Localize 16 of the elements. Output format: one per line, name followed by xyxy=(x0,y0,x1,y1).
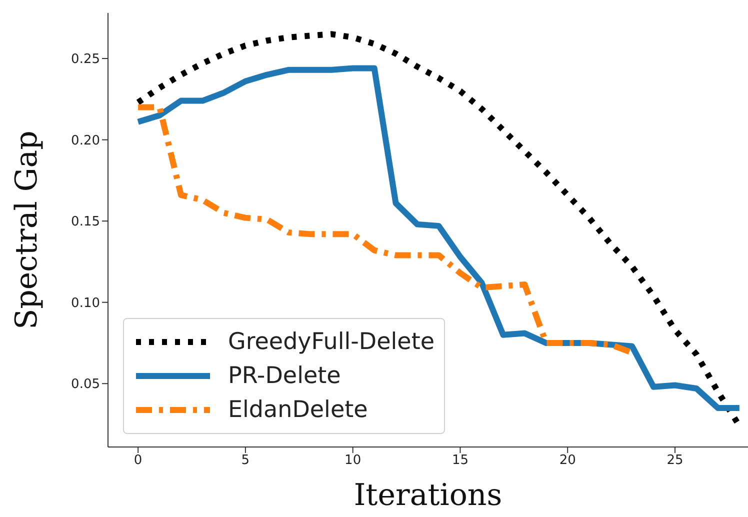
x-tick-label: 0 xyxy=(134,453,142,468)
x-tick-label: 5 xyxy=(241,453,250,468)
y-tick-label: 0.20 xyxy=(71,133,100,148)
legend-label: EldanDelete xyxy=(228,397,368,423)
x-axis-title: Iterations xyxy=(354,478,502,513)
y-tick-label: 0.15 xyxy=(71,214,100,230)
y-tick-label: 0.10 xyxy=(71,296,100,311)
x-tick-label: 15 xyxy=(452,453,468,468)
y-tick-label: 0.05 xyxy=(71,377,100,392)
y-axis-title: Spectral Gap xyxy=(10,130,45,330)
x-tick-label: 20 xyxy=(559,453,576,468)
x-tick-label: 10 xyxy=(344,453,362,468)
legend-label: PR-Delete xyxy=(228,363,341,389)
legend-label: GreedyFull-Delete xyxy=(228,329,434,355)
x-tick-label: 25 xyxy=(666,453,684,468)
y-tick-label: 0.25 xyxy=(71,52,100,68)
